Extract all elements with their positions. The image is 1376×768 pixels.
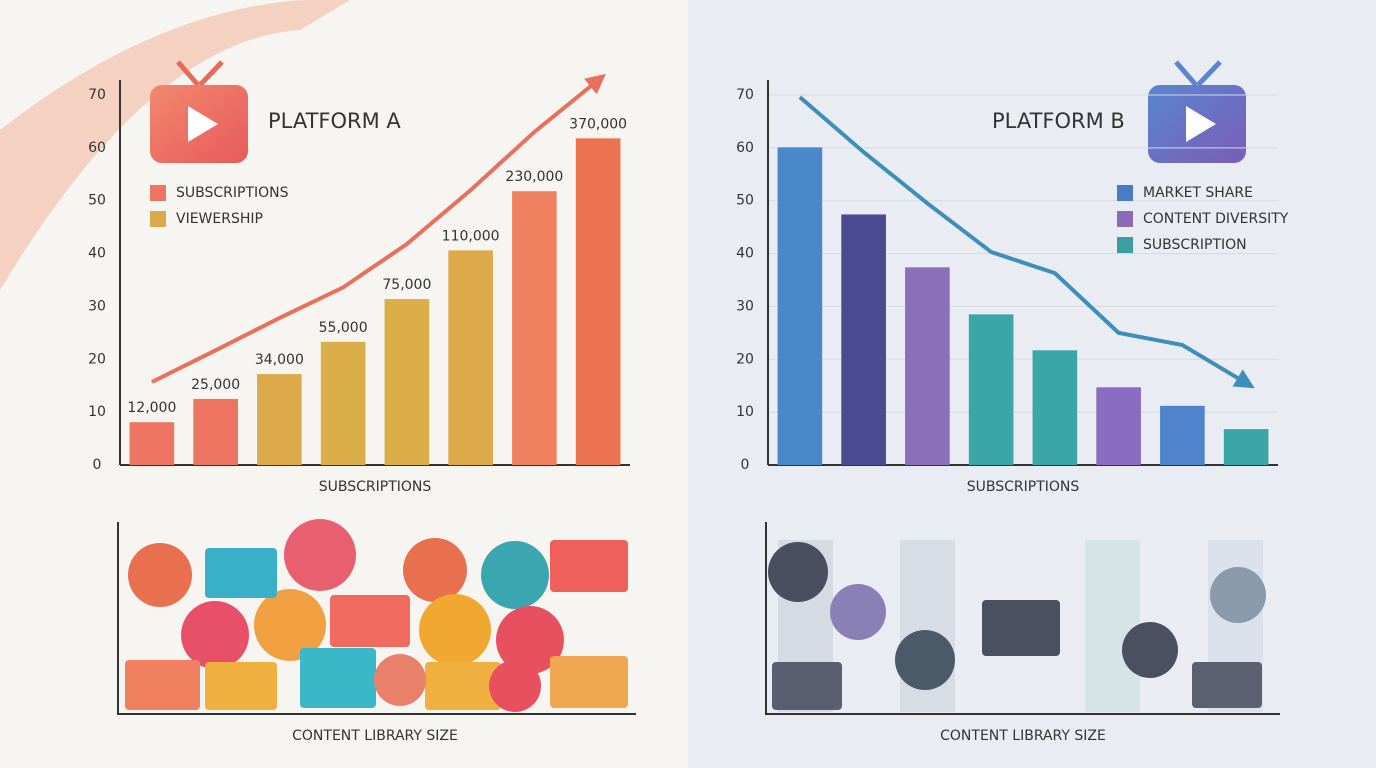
y-tick-label: 40 [736, 246, 754, 262]
y-tick-label: 30 [736, 298, 754, 314]
bar-label: 25,000 [191, 377, 240, 393]
bar [129, 422, 175, 465]
bar [193, 398, 238, 465]
y-tick-label: 10 [88, 404, 106, 420]
panel-caption: CONTENT LIBRARY SIZE [940, 728, 1106, 744]
bar [905, 267, 950, 465]
bar-label: 75,000 [382, 277, 431, 293]
bar [257, 374, 302, 465]
bar [320, 341, 366, 465]
y-tick-label: 10 [736, 404, 754, 420]
x-axis-label: SUBSCRIPTIONS [319, 479, 432, 495]
legend-swatch [1117, 237, 1133, 253]
y-tick-label: 60 [736, 140, 754, 156]
y-tick-label: 50 [736, 193, 754, 209]
y-tick-label: 0 [741, 457, 750, 473]
lower-panel-b [765, 522, 1280, 715]
legend-swatch [150, 185, 166, 201]
y-tick-label: 0 [93, 457, 102, 473]
y-tick-label: 70 [88, 87, 106, 103]
lower-panel-a [117, 519, 636, 715]
bar [512, 191, 557, 465]
chart-title: PLATFORM B [992, 109, 1125, 133]
bar [1223, 429, 1269, 465]
y-tick-label: 20 [736, 351, 754, 367]
y-tick-label: 20 [88, 351, 106, 367]
legend-label: CONTENT DIVERSITY [1143, 211, 1289, 227]
trend-line [150, 73, 606, 384]
legend-swatch [150, 211, 166, 227]
bar [1096, 387, 1141, 465]
panel-caption: CONTENT LIBRARY SIZE [292, 728, 458, 744]
bar-label: 55,000 [319, 320, 368, 336]
chart-title: PLATFORM A [268, 109, 401, 133]
tv-icon-b [1148, 60, 1246, 163]
bar-label: 34,000 [255, 352, 304, 368]
bar-label: 12,000 [127, 400, 176, 416]
bar [777, 147, 823, 466]
bar [384, 299, 430, 465]
bar-label: 370,000 [569, 116, 627, 132]
legend-label: VIEWERSHIP [176, 211, 263, 227]
film-strip [0, 0, 350, 290]
bar-label: 110,000 [442, 228, 500, 244]
y-tick-label: 40 [88, 246, 106, 262]
bar [968, 314, 1014, 465]
y-tick-label: 50 [88, 193, 106, 209]
bar [575, 138, 621, 466]
y-tick-label: 30 [88, 298, 106, 314]
tv-icon-a [150, 60, 248, 163]
bar [1160, 405, 1205, 465]
x-axis-label: SUBSCRIPTIONS [967, 479, 1080, 495]
legend-swatch [1117, 211, 1133, 227]
legend-swatch [1117, 185, 1133, 201]
bar [448, 250, 493, 465]
bar [1032, 350, 1078, 465]
bar-label: 230,000 [505, 169, 563, 185]
legend-label: SUBSCRIPTION [1143, 237, 1247, 253]
legend-label: MARKET SHARE [1143, 185, 1253, 201]
y-tick-label: 60 [88, 140, 106, 156]
y-tick-label: 70 [736, 87, 754, 103]
legend-label: SUBSCRIPTIONS [176, 185, 289, 201]
trend-line [798, 95, 1255, 389]
bar [841, 214, 886, 465]
